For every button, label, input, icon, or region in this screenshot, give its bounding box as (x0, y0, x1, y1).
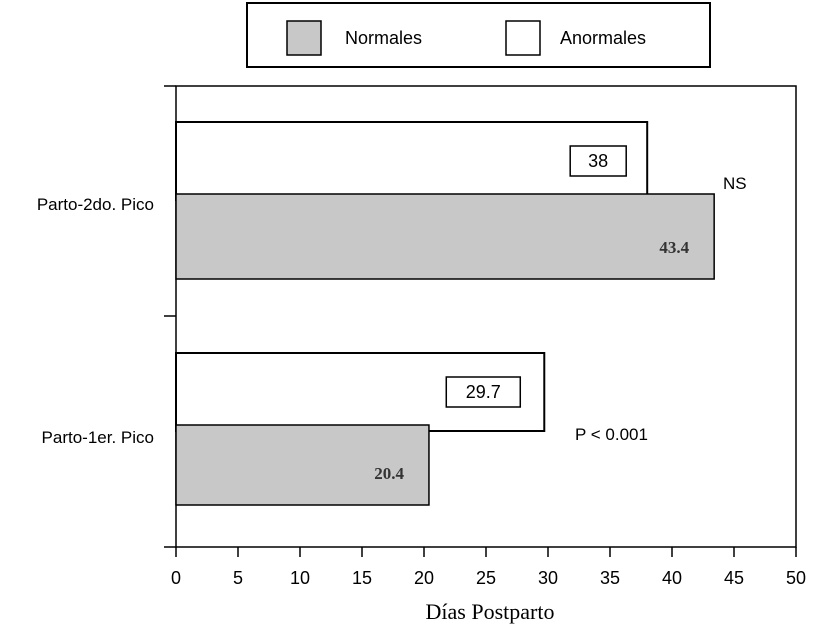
x-tick-label: 5 (233, 568, 243, 588)
data-label-normales: 20.4 (374, 464, 404, 483)
annotation-p-value: P < 0.001 (575, 425, 648, 444)
x-tick-label: 40 (662, 568, 682, 588)
x-tick-label: 30 (538, 568, 558, 588)
legend: Normales Anormales (246, 2, 711, 68)
x-tick-label: 15 (352, 568, 372, 588)
bar-normales (175, 424, 430, 506)
legend-box (246, 2, 711, 68)
bars-group: 38 43.4 29.7 20.4 (175, 121, 715, 506)
data-label-box-anormales (569, 145, 627, 177)
legend-swatch-normales (286, 20, 322, 56)
x-tick-label: 0 (171, 568, 181, 588)
legend-label-normales: Normales (345, 28, 422, 48)
x-tick-label: 35 (600, 568, 620, 588)
x-tick-label: 50 (786, 568, 806, 588)
data-label-box-anormales (445, 376, 522, 408)
legend-label-anormales: Anormales (560, 28, 646, 48)
x-axis-ticks: 0 5 10 15 20 25 30 35 40 45 50 (171, 547, 806, 588)
data-label-anormales: 29.7 (466, 382, 501, 402)
x-axis-label: Días Postparto (426, 599, 555, 624)
bar-normales (175, 193, 715, 280)
data-label-normales: 43.4 (659, 238, 689, 257)
x-tick-label: 45 (724, 568, 744, 588)
category-label-1er-pico: Parto-1er. Pico (42, 428, 154, 447)
data-label-anormales: 38 (588, 151, 608, 171)
x-tick-label: 20 (414, 568, 434, 588)
bar-anormales (175, 121, 649, 201)
x-tick-label: 10 (290, 568, 310, 588)
annotation-ns: NS (723, 174, 747, 193)
category-label-2do-pico: Parto-2do. Pico (37, 195, 154, 214)
legend-swatch-anormales (505, 20, 541, 56)
x-tick-label: 25 (476, 568, 496, 588)
